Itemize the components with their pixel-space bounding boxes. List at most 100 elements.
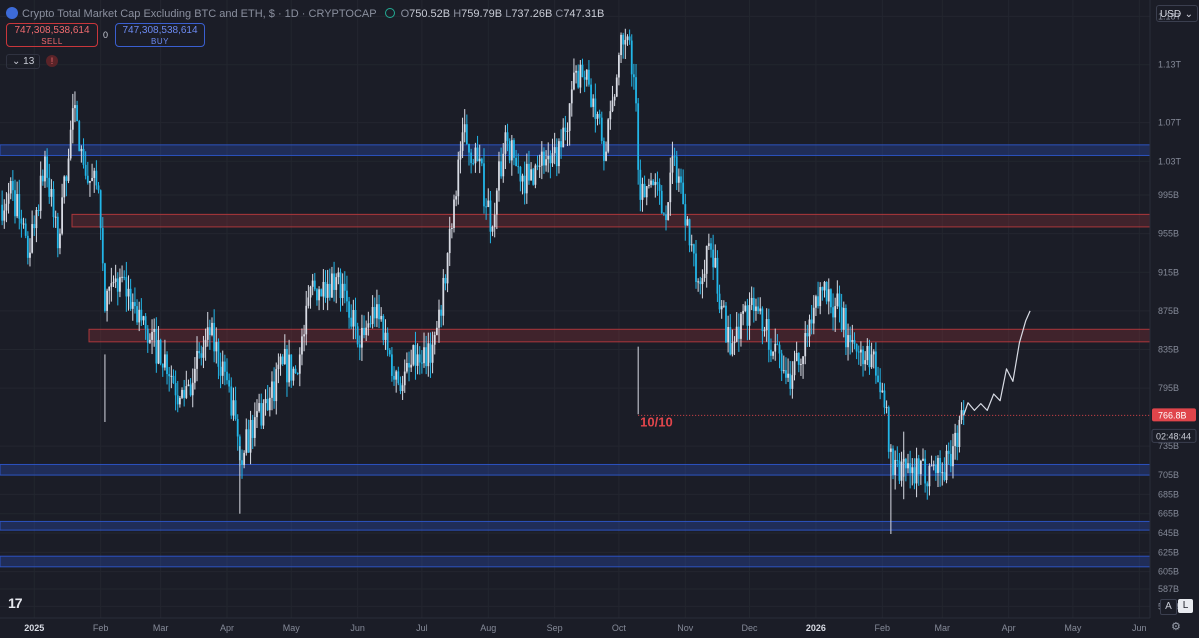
- candle-body: [836, 293, 839, 307]
- candle-body: [641, 183, 644, 200]
- candle-body: [701, 278, 704, 285]
- candle-body: [889, 448, 892, 452]
- candle-body: [665, 214, 667, 221]
- candle-body: [350, 317, 353, 327]
- candle-body: [710, 243, 712, 250]
- candle-body: [281, 356, 284, 365]
- candle-body: [275, 369, 278, 402]
- gear-icon[interactable]: ⚙: [1171, 621, 1181, 633]
- candle-body: [249, 419, 252, 453]
- x-tick-label: Mar: [153, 623, 169, 633]
- candle-body: [401, 385, 404, 392]
- candle-body: [86, 175, 89, 183]
- candle-body: [166, 354, 168, 375]
- candle-body: [958, 419, 961, 448]
- candle-body: [765, 319, 768, 331]
- x-tick-label: Oct: [612, 623, 627, 633]
- candle-body: [810, 319, 813, 324]
- candle-body: [1, 204, 4, 221]
- candle-body: [778, 344, 781, 354]
- candle-body: [341, 283, 344, 299]
- time-axis-bg: [0, 618, 1199, 638]
- candle-body: [140, 309, 143, 321]
- y-tick-label: 685B: [1158, 489, 1179, 499]
- log-scale-button[interactable]: L: [1178, 599, 1193, 613]
- buy-button[interactable]: 747,308,538,614 BUY: [115, 23, 205, 47]
- candle-body: [318, 289, 320, 301]
- candle-body: [328, 283, 331, 298]
- candle-body: [489, 200, 492, 232]
- candle-body: [373, 307, 376, 319]
- candle-body: [943, 472, 946, 481]
- candle-body: [808, 319, 811, 337]
- candle-body: [716, 257, 719, 294]
- candle-body: [236, 418, 239, 437]
- candle-body: [558, 141, 560, 167]
- candle-body: [138, 309, 141, 323]
- annotation-label: 10/10: [640, 414, 673, 429]
- candle-body: [331, 273, 333, 298]
- candle-body: [343, 283, 346, 291]
- candle-body: [61, 197, 64, 234]
- candle-body: [228, 380, 231, 387]
- candle-body: [390, 354, 393, 376]
- candle-body: [183, 389, 186, 398]
- candle-body: [883, 390, 886, 408]
- candle-body: [480, 158, 483, 164]
- candle-body: [549, 155, 552, 164]
- candle-body: [65, 176, 68, 181]
- candle-body: [686, 219, 689, 226]
- candle-body: [435, 327, 438, 336]
- tradingview-logo[interactable]: 17: [8, 595, 23, 611]
- buy-price: 747,308,538,614: [122, 25, 198, 36]
- candle-body: [157, 339, 160, 364]
- candle-body: [76, 105, 78, 122]
- candle-body: [161, 363, 164, 368]
- candle-body: [11, 181, 14, 191]
- currency-select[interactable]: USD ⌄: [1156, 5, 1198, 22]
- candle-body: [774, 343, 777, 352]
- sell-button[interactable]: 747,308,538,614 SELL: [6, 23, 98, 47]
- candle-body: [181, 389, 183, 398]
- candle-body: [677, 176, 680, 183]
- candle-body: [952, 446, 954, 467]
- auto-scale-button[interactable]: A: [1160, 599, 1177, 615]
- candle-body: [592, 98, 595, 107]
- candle-body: [733, 341, 736, 344]
- candle-body: [168, 374, 171, 377]
- candle-body: [423, 347, 425, 364]
- indicators-toggle[interactable]: ⌄ 13: [6, 54, 41, 69]
- candle-body: [628, 36, 631, 41]
- candle-body: [420, 362, 423, 364]
- candle-body: [536, 165, 539, 167]
- candle-body: [560, 141, 562, 148]
- candle-body: [131, 302, 134, 309]
- candle-body: [941, 472, 944, 474]
- candle-body: [767, 319, 770, 350]
- candle-body: [178, 397, 181, 405]
- candle-body: [900, 461, 903, 481]
- candle-body: [442, 277, 445, 316]
- candle-body: [815, 296, 817, 308]
- candle-body: [755, 306, 757, 311]
- candle-body: [605, 151, 607, 161]
- candle-body: [393, 375, 395, 380]
- candle-body: [202, 347, 205, 358]
- candle-body: [624, 39, 627, 45]
- candle-body: [22, 223, 25, 225]
- candle-body: [290, 354, 293, 381]
- candle-body: [296, 373, 299, 375]
- candle-body: [780, 353, 783, 372]
- candle-body: [776, 343, 779, 345]
- candle-body: [727, 327, 730, 343]
- candle-body: [911, 467, 914, 474]
- candle-body: [864, 360, 867, 365]
- candle-body: [485, 206, 488, 208]
- candle-body: [834, 306, 837, 318]
- candle-body: [660, 190, 663, 214]
- warning-icon[interactable]: !: [46, 55, 58, 67]
- candle-body: [804, 333, 807, 357]
- candle-body: [365, 327, 368, 336]
- candle-body: [570, 89, 573, 104]
